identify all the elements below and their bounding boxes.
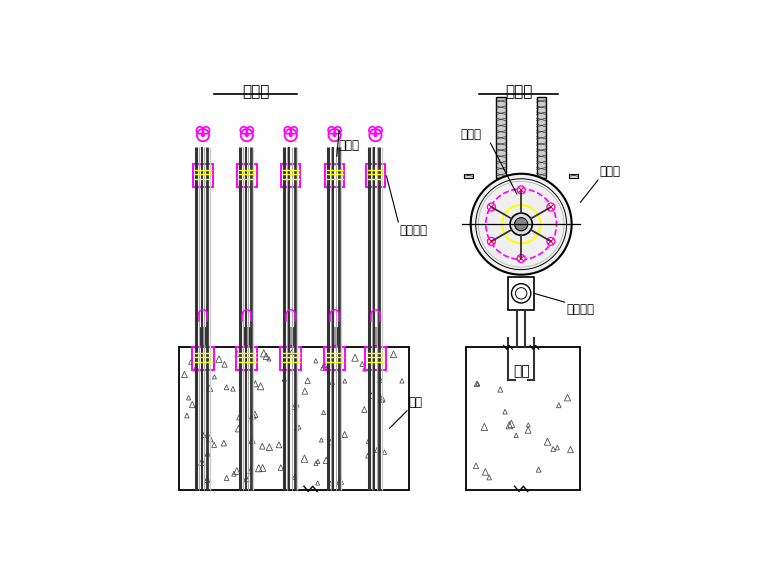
Circle shape <box>470 174 572 275</box>
Circle shape <box>510 213 532 235</box>
Bar <box>179 347 409 490</box>
Text: 拉带: 拉带 <box>408 396 423 409</box>
Bar <box>325 164 344 187</box>
Bar <box>332 327 337 345</box>
Bar <box>237 164 257 187</box>
Circle shape <box>334 134 336 136</box>
Bar <box>201 327 205 345</box>
Circle shape <box>511 284 530 303</box>
Circle shape <box>487 203 496 211</box>
Bar <box>331 327 338 345</box>
Bar <box>366 164 385 187</box>
Text: 转向轮: 转向轮 <box>338 139 359 152</box>
Text: 连接夹板: 连接夹板 <box>566 303 594 316</box>
Bar <box>287 327 294 345</box>
Text: 转向轮: 转向轮 <box>461 128 482 141</box>
Bar <box>245 327 249 345</box>
Circle shape <box>201 134 204 136</box>
Circle shape <box>374 134 377 136</box>
Circle shape <box>515 288 527 299</box>
Bar <box>199 327 207 345</box>
Circle shape <box>245 134 249 136</box>
Bar <box>201 327 202 345</box>
Text: 拉带: 拉带 <box>513 365 530 378</box>
Bar <box>464 174 473 178</box>
Bar <box>333 327 334 345</box>
Circle shape <box>290 134 292 136</box>
Circle shape <box>518 186 525 194</box>
Bar <box>372 327 379 345</box>
Bar <box>236 347 258 370</box>
Bar <box>496 97 506 178</box>
Circle shape <box>518 255 525 262</box>
Bar <box>537 97 546 178</box>
Bar <box>324 347 345 370</box>
Bar <box>280 347 301 370</box>
Circle shape <box>547 203 555 211</box>
Bar <box>373 327 378 345</box>
Text: 正面图: 正面图 <box>242 84 269 99</box>
Circle shape <box>547 238 555 245</box>
Bar <box>192 347 214 370</box>
Bar <box>467 347 581 490</box>
Bar <box>193 164 213 187</box>
Text: 连接夹板: 连接夹板 <box>399 224 427 237</box>
Bar <box>289 327 290 345</box>
Text: 侧面图: 侧面图 <box>505 84 533 99</box>
Circle shape <box>487 238 496 245</box>
Bar <box>374 327 375 345</box>
Bar <box>243 327 250 345</box>
Bar <box>365 347 386 370</box>
Circle shape <box>515 218 527 231</box>
Bar <box>289 327 293 345</box>
Bar <box>569 174 578 178</box>
Bar <box>245 327 246 345</box>
Bar <box>508 277 534 310</box>
Bar <box>281 164 300 187</box>
Text: 承重绳: 承重绳 <box>600 165 620 178</box>
